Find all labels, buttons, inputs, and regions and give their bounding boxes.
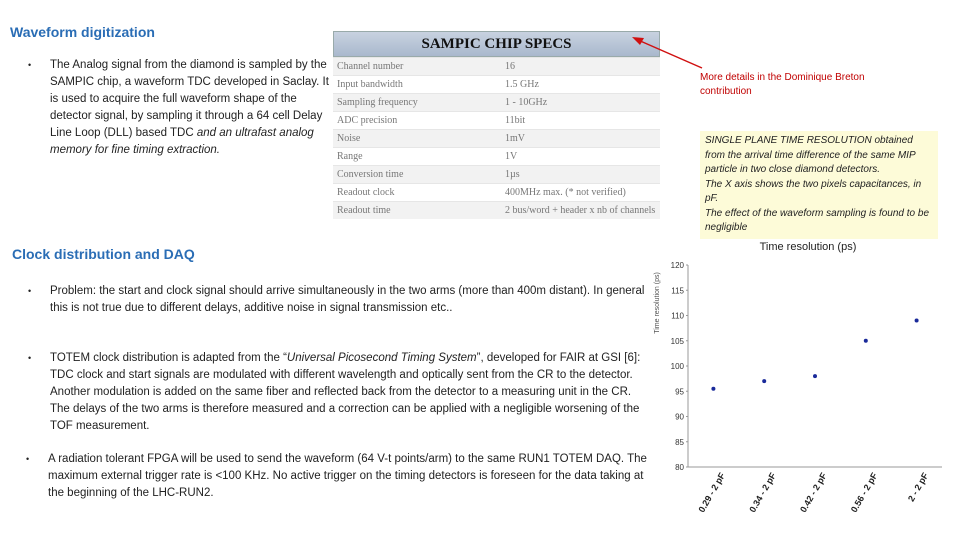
y-tick-label: 100 (671, 362, 685, 371)
y-tick-label: 80 (675, 463, 684, 472)
table-row: Noise 1mV (333, 129, 660, 148)
bullet: A radiation tolerant FPGA will be used t… (26, 451, 648, 502)
table-row: Input bandwidth 1.5 GHz (333, 75, 660, 94)
arrow (632, 37, 703, 69)
y-tick-label: 90 (675, 413, 684, 422)
note: More details in the Dominique Breton con… (700, 72, 865, 97)
table-cell: 1mV (501, 129, 660, 148)
text: The Analog signal from the diamond is sa… (50, 59, 329, 139)
point (711, 386, 716, 391)
box-line: The X axis shows the two pixels capacita… (705, 178, 922, 205)
table: Channel number 16 Input bandwidth 1.5 GHz Sa… (333, 57, 660, 219)
arrow-line (637, 39, 703, 69)
table-row: Sampling frequency 1 - 10GHz (333, 93, 660, 112)
table-row: Range 1V (333, 147, 660, 166)
table-row: Readout clock 400MHz max. (* not verified… (333, 183, 660, 202)
table-cell: 1.5 GHz (501, 75, 660, 94)
x-tick-label: 0.42 - 2 pF (798, 471, 829, 515)
table-cell: 11bit (501, 111, 660, 130)
table-cell: 1V (501, 147, 660, 166)
table-cell: 1µs (501, 165, 660, 184)
x-tick-label: 0.29 - 2 pF (696, 471, 727, 515)
bullet: The Analog signal from the diamond is sa… (28, 57, 332, 159)
table-cell: 2 bus/word + header x nb of channels (501, 201, 660, 219)
y-tick-label: 120 (671, 261, 685, 270)
bullet: TOTEM clock distribution is adapted from… (28, 350, 650, 435)
table-cell: 1 - 10GHz (501, 93, 660, 112)
chart-title: Time resolution (ps) (760, 241, 857, 253)
x-tick-label: 0.56 - 2 pF (849, 471, 880, 515)
text: A radiation tolerant FPGA will be used t… (48, 453, 647, 499)
table-row: ADC precision 11bit (333, 111, 660, 130)
y-tick-label: 110 (671, 312, 684, 321)
box-line: SINGLE PLANE TIME RESOLUTION obtained fr… (705, 135, 916, 175)
point (914, 318, 919, 323)
spec-table: SAMPIC CHIP SPECS Channel number 16 Input … (333, 31, 660, 219)
table-row: Channel number 16 (333, 57, 660, 76)
table-row: Conversion time 1µs (333, 165, 660, 184)
point (762, 379, 767, 384)
section-title: Waveform digitization (10, 24, 155, 40)
table-cell: Input bandwidth (333, 75, 501, 94)
arrow-head (632, 37, 644, 45)
text: Problem: the start and clock signal shou… (50, 285, 645, 314)
table-cell: Readout clock (333, 183, 501, 202)
table-cell: Sampling frequency (333, 93, 501, 112)
box-line: The effect of the waveform sampling is f… (705, 207, 930, 234)
chart: Time resolution (ps) Time resolution (ps)… (654, 241, 942, 515)
y-tick-label: 115 (671, 286, 684, 295)
table-cell: Range (333, 147, 501, 166)
y-tick-label: 85 (675, 438, 684, 447)
text: Universal Picosecond Timing System (286, 352, 477, 364)
text: TOTEM clock distribution is adapted from… (50, 352, 287, 364)
table-cell: Conversion time (333, 165, 501, 184)
x-tick-label: 0.34 - 2 pF (747, 471, 778, 515)
info-box: SINGLE PLANE TIME RESOLUTION obtained fr… (700, 131, 938, 239)
point (863, 338, 868, 343)
y-tick-label: 105 (671, 337, 685, 346)
bullet: Problem: the start and clock signal shou… (28, 283, 650, 317)
table-cell: ADC precision (333, 111, 501, 130)
text: ”, developed for FAIR at GSI [6]: TDC cl… (50, 352, 641, 432)
x-tick-label: 2 - 2 pF (906, 471, 931, 504)
y-axis-label: Time resolution (ps) (654, 272, 661, 334)
point (813, 374, 817, 379)
text: and an ultrafast analog memory for fine … (50, 127, 314, 156)
table-title: SAMPIC CHIP SPECS (333, 31, 660, 57)
table-cell: Channel number (333, 57, 501, 76)
y-tick-label: 95 (675, 387, 684, 396)
table-cell: Noise (333, 129, 501, 148)
table-cell: 16 (501, 57, 660, 76)
table-row: Readout time 2 bus/word + header x nb of … (333, 201, 660, 219)
section-title: Clock distribution and DAQ (12, 246, 195, 262)
table-cell: 400MHz max. (* not verified) (501, 183, 660, 202)
table-cell: Readout time (333, 201, 501, 219)
